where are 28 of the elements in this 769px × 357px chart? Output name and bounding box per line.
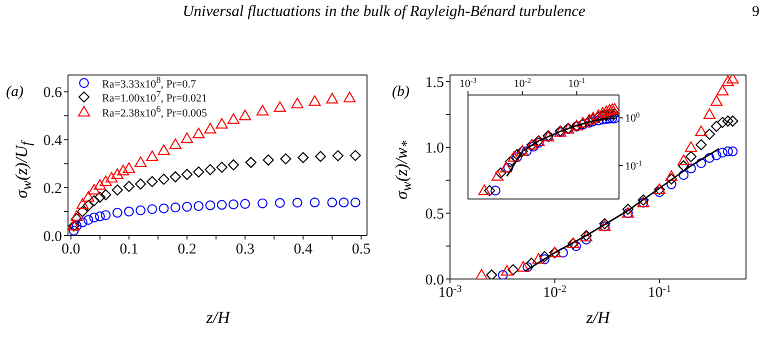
x-tick-label: 0.1 [120,242,138,258]
text: (b) [392,84,410,101]
y-tick-label: 0.0 [43,228,62,245]
x-tick-label: 10$^{-2}$ [514,76,532,90]
x-tick-label: 10$^{-1}$ [648,284,672,301]
x-tick-label: 0.0 [62,242,80,258]
y-tick-label: 0.4 [43,132,62,149]
y-tick-label: 1.5 [425,74,444,91]
x-tick-label: 0.5 [352,242,371,258]
x-axis-title: z/H [586,308,610,328]
x-tick-label: 10$^{-3}$ [459,76,477,90]
x-axis-title: z/H [206,308,230,328]
chart-title: Universal fluctuations in the bulk of Rayleigh-Bénard turbulence [182,3,586,21]
x-tick-label: 10$^{-2}$ [542,284,566,301]
x-tick-label: 0.3 [236,242,254,258]
y-tick-label: 1.0 [425,140,444,157]
legend-label: Ra=1.00x10$^{7}$, Pr=0.021 [102,89,207,106]
x-tick-label: 0.4 [294,242,314,258]
legend-label: Ra=2.38x10$^{6}$, Pr=0.005 [102,104,207,120]
y-tick-label: 0.2 [43,180,62,197]
x-tick-label: 10$^{-1}$ [568,76,586,90]
x-tick-label: 0.2 [178,242,196,258]
y-tick-label: 10$^{0}$ [625,110,640,125]
legend-label: Ra=3.33x10$^{8}$, Pr=0.7 [102,74,196,91]
text: (a) [6,84,24,101]
text: 9 [752,4,760,21]
y-tick-label: 0.5 [425,206,444,222]
y-tick-label: 0.6 [43,85,62,102]
